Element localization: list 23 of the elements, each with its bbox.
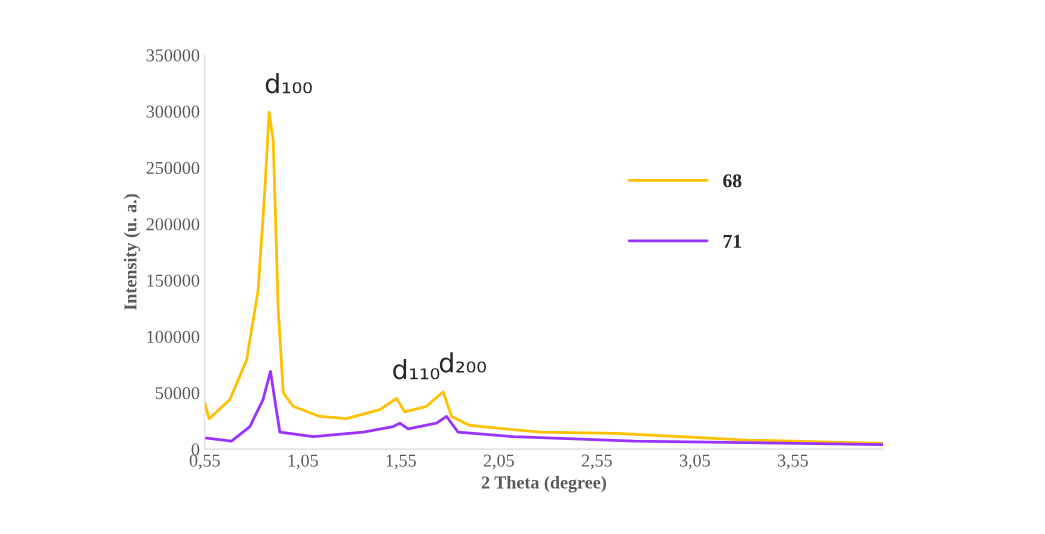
y-tick-label: 50000: [155, 387, 200, 400]
y-tick-label: 150000: [147, 274, 200, 287]
x-tick-label: 0,55: [189, 454, 220, 470]
annotation: d₂₀₀: [439, 352, 486, 373]
x-tick-label: 3,05: [679, 454, 710, 470]
y-axis-title: Intensity (u. a.): [123, 194, 141, 311]
x-tick-label: 3,55: [777, 454, 808, 470]
legend-label: 68: [723, 174, 742, 188]
annotation: d₁₀₀: [265, 73, 312, 94]
y-tick-label: 350000: [146, 49, 200, 62]
x-axis-title: 2 Theta (degree): [481, 475, 606, 493]
x-tick-label: 2,55: [581, 454, 612, 470]
legend-label: 71: [723, 234, 742, 248]
x-tick-label: 1,55: [386, 454, 416, 470]
y-tick-label: 200000: [146, 218, 200, 231]
line-series: [204, 111, 884, 445]
y-tick-label: 100000: [147, 330, 200, 343]
y-tick-label: 250000: [146, 161, 200, 175]
y-tick-label: 0: [191, 443, 200, 456]
annotation: d₁₁₀: [393, 359, 440, 380]
x-tick-label: 1,05: [288, 454, 318, 470]
y-tick-label: 300000: [146, 105, 200, 118]
x-tick-label: 2,05: [483, 454, 514, 470]
